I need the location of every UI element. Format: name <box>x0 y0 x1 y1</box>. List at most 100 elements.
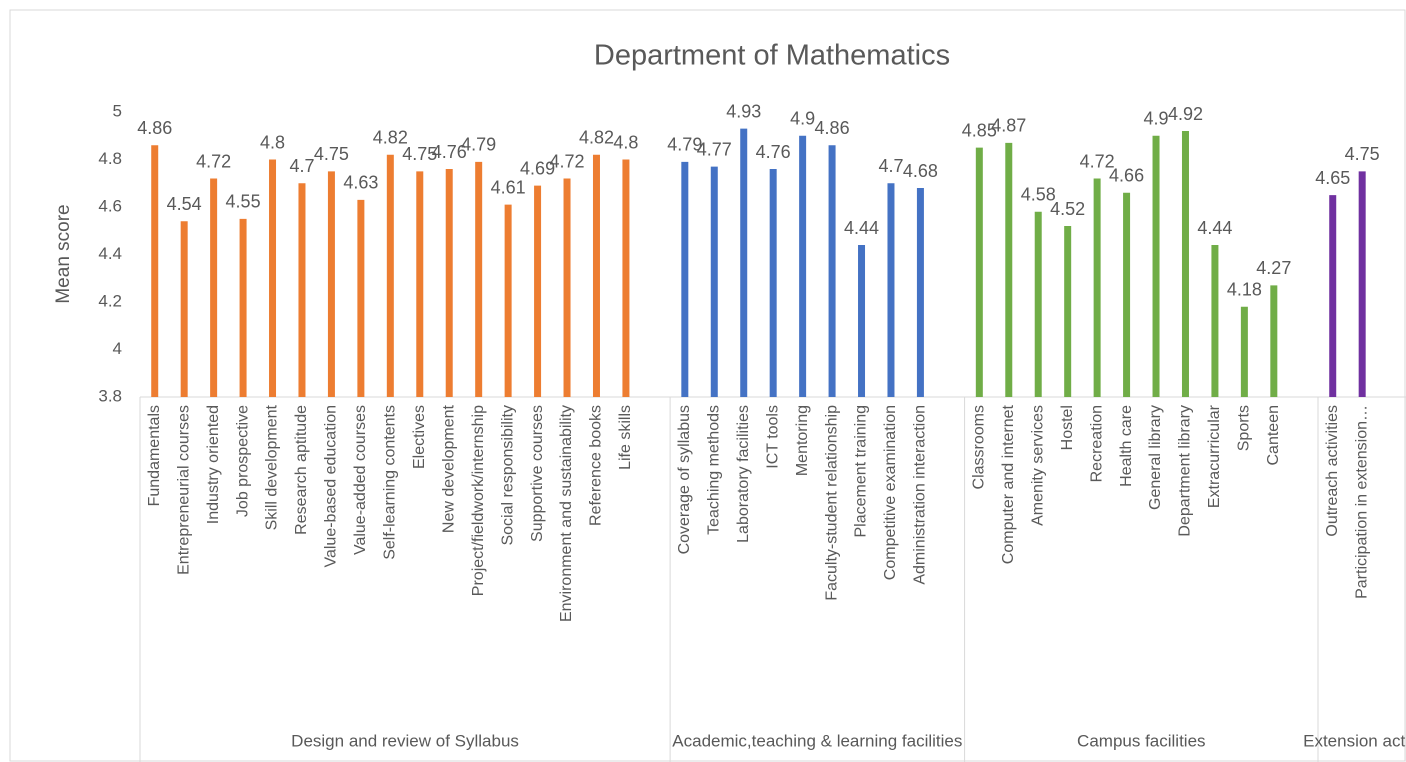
group-label: Design and review of Syllabus <box>291 731 519 750</box>
data-label: 4.68 <box>903 161 938 181</box>
bar <box>1270 285 1278 397</box>
y-tick-label: 5 <box>113 101 122 120</box>
data-label: 4.75 <box>314 144 349 164</box>
x-tick-label: Recreation <box>1088 405 1105 482</box>
data-label: 4.55 <box>226 192 261 212</box>
bar <box>710 166 718 397</box>
bar <box>239 218 247 397</box>
data-label: 4.66 <box>1109 166 1144 186</box>
x-tick-label: Life skills <box>617 405 634 470</box>
bar <box>975 147 983 397</box>
x-tick-label: Computer and internet <box>1000 404 1017 564</box>
y-axis-label: Mean score <box>53 204 74 303</box>
bar <box>445 169 453 397</box>
bar <box>592 154 600 397</box>
x-tick-label: Research aptitude <box>293 405 310 535</box>
bar <box>916 188 924 397</box>
x-tick-label: Health care <box>1118 405 1135 487</box>
data-label: 4.65 <box>1315 168 1350 188</box>
data-label: 4.44 <box>844 218 879 238</box>
chart-title: Department of Mathematics <box>594 40 950 72</box>
bar <box>1123 192 1131 397</box>
data-label: 4.92 <box>1168 104 1203 124</box>
x-tick-label: Job prospective <box>234 405 251 517</box>
data-label: 4.7 <box>878 156 903 176</box>
x-tick-label: Entrepreneurial courses <box>175 405 192 575</box>
y-tick-label: 4.6 <box>98 196 122 215</box>
data-label: 4.58 <box>1021 185 1056 205</box>
y-tick-label: 4 <box>113 339 122 358</box>
x-tick-label: New development <box>440 404 457 533</box>
x-tick-label: Social responsibility <box>499 405 516 546</box>
y-tick-label: 4.4 <box>98 244 122 263</box>
x-tick-label: Electives <box>411 405 428 469</box>
x-tick-label: Sports <box>1236 405 1253 451</box>
bar <box>1329 195 1337 397</box>
bar <box>357 199 365 397</box>
data-label: 4.8 <box>613 132 638 152</box>
bar <box>298 183 306 397</box>
bar <box>1005 142 1013 397</box>
data-label: 4.63 <box>343 173 378 193</box>
bar <box>327 171 335 397</box>
x-tick-label: Environment and sustainability <box>558 405 575 622</box>
x-tick-label: Coverage of syllabus <box>676 405 693 554</box>
x-tick-label: Faculty-student relationship <box>823 405 840 601</box>
data-label: 4.7 <box>289 156 314 176</box>
data-label: 4.54 <box>167 194 202 214</box>
data-label: 4.76 <box>432 142 467 162</box>
data-label: 4.86 <box>137 118 172 138</box>
x-tick-label: Amenity services <box>1029 405 1046 526</box>
data-label: 4.9 <box>790 109 815 129</box>
data-label: 4.75 <box>1345 144 1380 164</box>
bar <box>1181 131 1189 397</box>
data-label: 4.18 <box>1227 280 1262 300</box>
x-tick-label: Value-based education <box>323 405 340 568</box>
x-tick-label: Participation in extension… <box>1353 405 1370 599</box>
x-tick-label: Laboratory facilities <box>735 405 752 543</box>
bar <box>475 161 483 397</box>
bar <box>828 145 836 397</box>
data-label: 4.87 <box>991 116 1026 136</box>
bar <box>534 185 542 397</box>
bar <box>386 154 394 397</box>
bar <box>1211 245 1219 397</box>
data-label: 4.85 <box>962 120 997 140</box>
data-label: 4.8 <box>260 132 285 152</box>
x-tick-label: Value-added courses <box>352 405 369 555</box>
bar <box>1034 211 1042 397</box>
data-label: 4.75 <box>402 144 437 164</box>
data-label: 4.72 <box>196 151 231 171</box>
bar <box>210 178 218 397</box>
x-tick-label: General library <box>1147 405 1164 510</box>
bar <box>151 145 159 397</box>
bar <box>1093 178 1101 397</box>
x-tick-label: Canteen <box>1265 405 1282 466</box>
x-tick-label: Extracurricular <box>1206 404 1223 508</box>
group-label: Extension activi <box>1303 731 1406 750</box>
data-label: 4.44 <box>1197 218 1232 238</box>
x-tick-label: Project/fieldwork/internship <box>470 405 487 596</box>
bar <box>1064 226 1072 397</box>
y-tick-label: 3.8 <box>98 386 122 405</box>
x-tick-label: Supportive courses <box>529 405 546 542</box>
data-label: 4.52 <box>1050 199 1085 219</box>
data-label: 4.79 <box>461 135 496 155</box>
data-label: 4.79 <box>667 135 702 155</box>
bar <box>799 135 807 397</box>
data-label: 4.86 <box>815 118 850 138</box>
x-tick-label: Department library <box>1177 405 1194 537</box>
data-label: 4.82 <box>373 128 408 148</box>
data-label: 4.76 <box>756 142 791 162</box>
bar <box>180 221 188 397</box>
x-tick-label: Fundamentals <box>146 405 163 506</box>
bar <box>622 159 630 397</box>
bar <box>740 128 748 397</box>
bar <box>858 245 866 397</box>
bar <box>416 171 424 397</box>
x-tick-label: Hostel <box>1059 405 1076 450</box>
data-label: 4.72 <box>550 151 585 171</box>
data-label: 4.82 <box>579 128 614 148</box>
data-label: 4.27 <box>1256 258 1291 278</box>
x-tick-label: Competitive examination <box>882 405 899 580</box>
